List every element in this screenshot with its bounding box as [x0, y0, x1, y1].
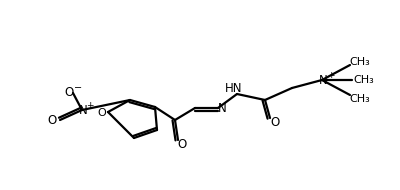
Text: N: N — [218, 102, 226, 116]
Text: +: + — [86, 101, 94, 109]
Text: CH₃: CH₃ — [354, 75, 374, 85]
Text: O: O — [98, 108, 106, 118]
Text: N: N — [319, 74, 327, 88]
Text: O: O — [47, 115, 57, 127]
Text: O: O — [270, 116, 280, 130]
Text: O: O — [64, 86, 74, 100]
Text: N: N — [79, 104, 87, 116]
Text: CH₃: CH₃ — [350, 94, 370, 104]
Text: −: − — [74, 83, 82, 93]
Text: +: + — [327, 70, 335, 79]
Text: O: O — [177, 139, 187, 151]
Text: CH₃: CH₃ — [350, 57, 370, 67]
Text: HN: HN — [225, 82, 243, 96]
